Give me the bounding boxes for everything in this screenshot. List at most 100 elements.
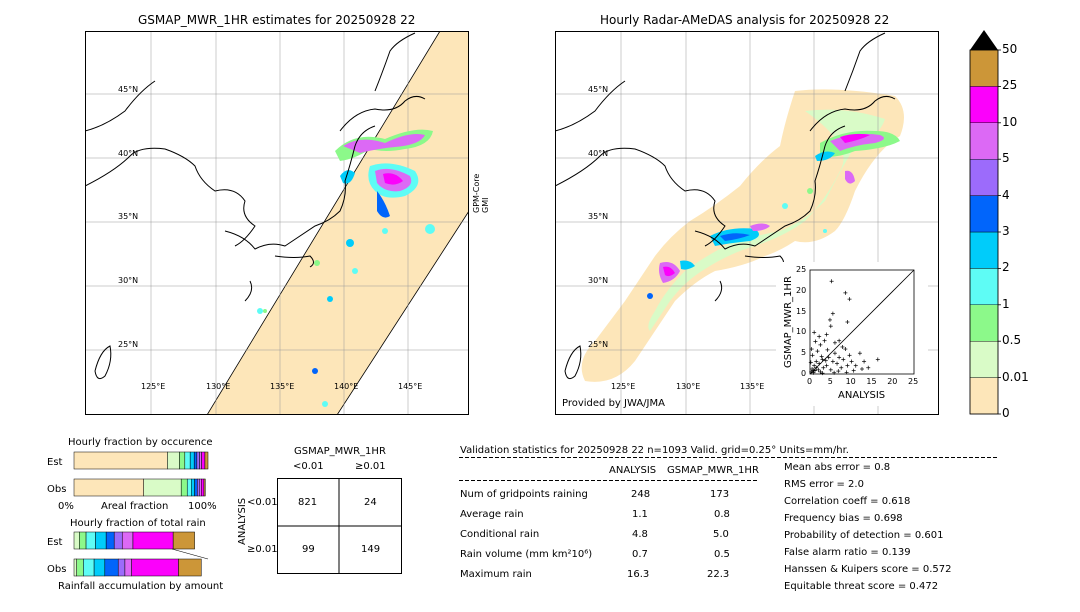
scatter-plot xyxy=(808,269,915,376)
scatter-point xyxy=(809,369,814,374)
scatter-point xyxy=(843,290,848,295)
satellite-swath xyxy=(206,31,469,415)
scatter-point xyxy=(860,367,864,372)
contingency-grid xyxy=(277,478,402,574)
stat-analysis: 0.7 xyxy=(632,549,648,560)
right-rain-areas xyxy=(647,130,900,299)
scatter-point xyxy=(814,365,819,370)
colorbar-swatch xyxy=(969,86,999,124)
colorbar-swatch xyxy=(969,231,999,269)
right-lon-label: 135°E xyxy=(740,382,765,391)
scatter-x-tick: 5 xyxy=(827,377,833,386)
scatter-xlabel: ANALYSIS xyxy=(838,390,886,401)
accumulation-segment xyxy=(79,531,87,550)
occurrence-xlabel: Areal fraction xyxy=(101,501,169,512)
scatter-point xyxy=(847,297,852,302)
left-lon-label: 135°E xyxy=(270,382,295,391)
scatter-point xyxy=(814,359,819,364)
scatter-point xyxy=(819,354,824,359)
scatter-ylabel: GSMAP_MWR_1HR xyxy=(783,276,794,368)
right-lat-label: 45°N xyxy=(588,85,609,94)
contingency-row-header: ≥0.01 xyxy=(247,544,278,555)
scatter-point xyxy=(849,359,854,364)
scatter-point xyxy=(827,317,832,322)
scatter-point xyxy=(817,334,822,339)
colorbar-swatch xyxy=(969,377,999,415)
scatter-point xyxy=(845,320,850,324)
colorbar-label: 4 xyxy=(1002,187,1010,202)
occurrence-segment xyxy=(73,478,144,497)
colorbar-label: 0 xyxy=(1002,406,1010,420)
scatter-y-tick: 5 xyxy=(801,348,807,358)
colorbar-label: 0.01 xyxy=(1002,369,1029,384)
colorbar xyxy=(969,30,1001,415)
occurrence-segment xyxy=(184,451,191,470)
colorbar-label: 50 xyxy=(1002,42,1018,56)
scatter-point xyxy=(843,347,848,352)
occurrence-segment xyxy=(180,478,188,497)
occurrence-tick-0: 0% xyxy=(58,501,74,512)
accumulation-segment xyxy=(172,531,195,550)
colorbar-extend-arrow xyxy=(970,30,998,50)
occurrence-segment xyxy=(143,478,182,497)
scatter-point xyxy=(820,371,825,376)
accumulation-label-est: Est xyxy=(47,537,63,548)
scatter-x-tick: 25 xyxy=(908,377,919,386)
occurrence-segment xyxy=(199,478,202,497)
right-map xyxy=(555,31,939,415)
accumulation-segment xyxy=(121,531,134,550)
accumulation-segment xyxy=(178,558,202,577)
scatter-point xyxy=(828,367,833,372)
scatter-point xyxy=(809,347,814,352)
left-lon-label: 140°E xyxy=(334,382,359,391)
colorbar-label: 2 xyxy=(1002,260,1010,275)
scatter-point xyxy=(866,365,871,370)
occurrence-segment xyxy=(203,478,206,497)
accumulation-segment xyxy=(76,558,84,577)
scatter-point xyxy=(829,279,834,284)
scatter-point xyxy=(832,340,837,345)
contingency-cell: 99 xyxy=(302,544,315,555)
score-item: RMS error = 2.0 xyxy=(784,479,864,490)
scatter-point xyxy=(840,344,845,349)
scatter-x-tick: 10 xyxy=(845,377,856,386)
occurrence-segment xyxy=(201,478,205,497)
accumulation-bars xyxy=(73,531,209,577)
scatter-point xyxy=(828,324,833,329)
score-item: Correlation coeff = 0.618 xyxy=(784,496,911,507)
scatter-point xyxy=(830,359,835,364)
accumulation-xlabel: Rainfall accumulation by amount xyxy=(58,581,224,592)
stat-label: Average rain xyxy=(460,509,524,520)
occurrence-segment xyxy=(179,451,186,470)
scatter-point xyxy=(818,369,823,374)
contingency-cell: 24 xyxy=(364,497,377,508)
occurrence-segment xyxy=(196,451,200,470)
left-map xyxy=(85,31,469,415)
stat-analysis: 4.8 xyxy=(632,529,648,540)
right-gridlines xyxy=(555,31,939,415)
left-lat-label: 40°N xyxy=(118,149,139,158)
contingency-cell: 149 xyxy=(361,544,381,555)
scatter-point xyxy=(847,353,852,358)
left-lat-label: 35°N xyxy=(118,212,139,221)
stat-gsmap: 173 xyxy=(710,489,730,500)
accumulation-segment xyxy=(117,558,126,577)
occurrence-tick-100: 100% xyxy=(188,501,217,512)
colorbar-swatch xyxy=(969,49,999,87)
stat-label: Conditional rain xyxy=(460,529,540,540)
accumulation-segment xyxy=(73,558,77,577)
validation-title: Validation statistics for 20250928 22 n=… xyxy=(460,445,849,456)
scatter-point xyxy=(811,370,816,375)
stat-gsmap: 0.5 xyxy=(714,549,730,560)
colorbar-swatch xyxy=(969,122,999,160)
colorbar-swatch xyxy=(969,195,999,233)
validation-col-analysis: ANALYSIS xyxy=(609,465,657,476)
scatter-point xyxy=(811,368,816,373)
scatter-point xyxy=(845,363,850,368)
accumulation-segment xyxy=(104,558,119,577)
contingency-col-header: ≥0.01 xyxy=(355,461,386,472)
stat-label: Num of gridpoints raining xyxy=(460,489,588,500)
scatter-point xyxy=(832,351,837,356)
scatter-point xyxy=(837,355,842,360)
accumulation-segment xyxy=(73,531,80,550)
